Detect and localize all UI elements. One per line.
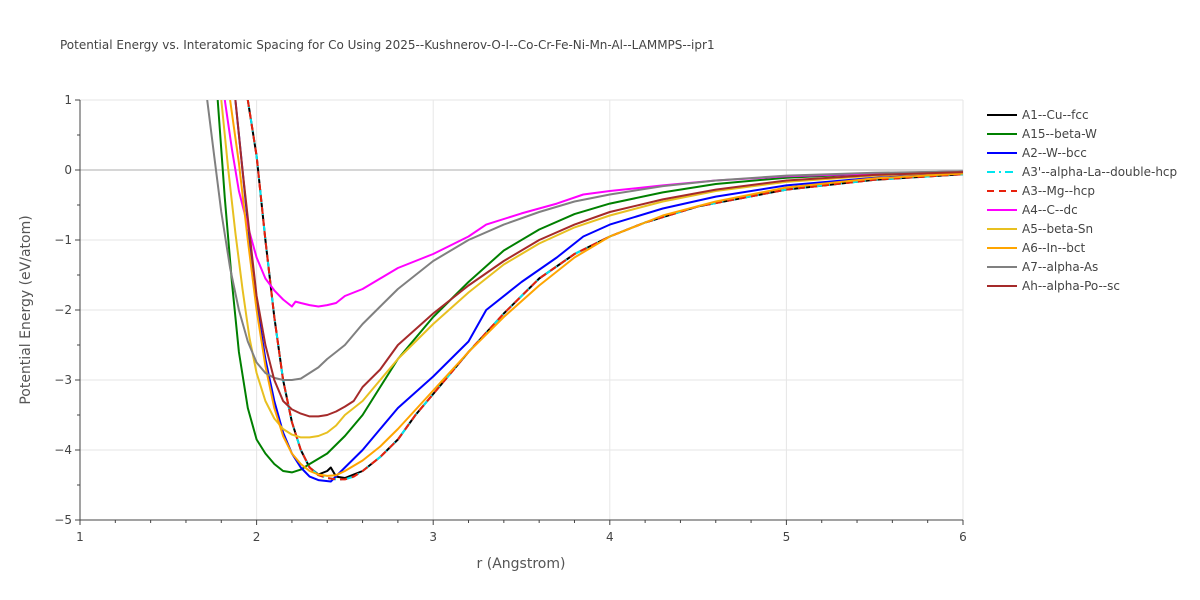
y-tick-label: −2	[54, 303, 72, 317]
x-tick-label: 1	[76, 530, 84, 544]
legend-label: A6--In--bct	[1022, 241, 1086, 255]
legend-item[interactable]: A1--Cu--fcc	[987, 108, 1089, 122]
legend-item[interactable]: A5--beta-Sn	[987, 222, 1093, 236]
y-tick-label: −3	[54, 373, 72, 387]
legend-label: A7--alpha-As	[1022, 260, 1098, 274]
series-line-7	[220, 100, 963, 439]
legend: A1--Cu--fcc A15--beta-W A2--W--bcc A3'--alp…	[987, 108, 1177, 293]
legend-item[interactable]: A7--alpha-As	[987, 260, 1098, 274]
legend-label: A2--W--bcc	[1022, 146, 1087, 160]
legend-item[interactable]: A3--Mg--hcp	[987, 184, 1095, 198]
series-line-8	[229, 100, 963, 477]
y-tick-label: −4	[54, 443, 72, 457]
series-line-6	[223, 100, 963, 308]
x-tick-label: 5	[783, 530, 791, 544]
legend-item[interactable]: A4--C--dc	[987, 203, 1078, 217]
series-line-9	[206, 100, 963, 381]
series-lines	[206, 100, 963, 483]
legend-label: A4--C--dc	[1022, 203, 1078, 217]
y-axis-title: Potential Energy (eV/atom)	[18, 215, 34, 404]
y-ticks: 1 0 −1 −2 −3 −4 −5	[54, 93, 80, 527]
x-tick-label: 4	[606, 530, 614, 544]
series-line-10	[234, 100, 963, 418]
legend-item[interactable]: Ah--alpha-Po--sc	[987, 279, 1120, 293]
legend-item[interactable]: A3'--alpha-La--double-hcp	[987, 165, 1177, 179]
legend-label: A1--Cu--fcc	[1022, 108, 1089, 122]
legend-item[interactable]: A2--W--bcc	[987, 146, 1087, 160]
legend-label: A3--Mg--hcp	[1022, 184, 1095, 198]
x-tick-label: 6	[959, 530, 967, 544]
series-line-2	[216, 100, 963, 474]
legend-item[interactable]: A6--In--bct	[987, 241, 1086, 255]
legend-label: A5--beta-Sn	[1022, 222, 1093, 236]
grid	[80, 99, 964, 520]
legend-label: Ah--alpha-Po--sc	[1022, 279, 1120, 293]
y-tick-label: 0	[64, 163, 72, 177]
axes	[79, 100, 963, 521]
x-tick-label: 3	[429, 530, 437, 544]
series-line-1	[246, 100, 963, 479]
x-tick-label: 2	[253, 530, 261, 544]
x-ticks: 1 2 3 4 5 6	[76, 520, 967, 544]
legend-label: A15--beta-W	[1022, 127, 1097, 141]
y-tick-label: 1	[64, 93, 72, 107]
y-tick-label: −1	[54, 233, 72, 247]
series-line-3	[234, 100, 963, 483]
x-axis-title: r (Angstrom)	[477, 556, 566, 572]
chart-title: Potential Energy vs. Interatomic Spacing…	[60, 38, 715, 52]
legend-item[interactable]: A15--beta-W	[987, 127, 1097, 141]
y-tick-label: −5	[54, 513, 72, 527]
legend-label: A3'--alpha-La--double-hcp	[1022, 165, 1177, 179]
